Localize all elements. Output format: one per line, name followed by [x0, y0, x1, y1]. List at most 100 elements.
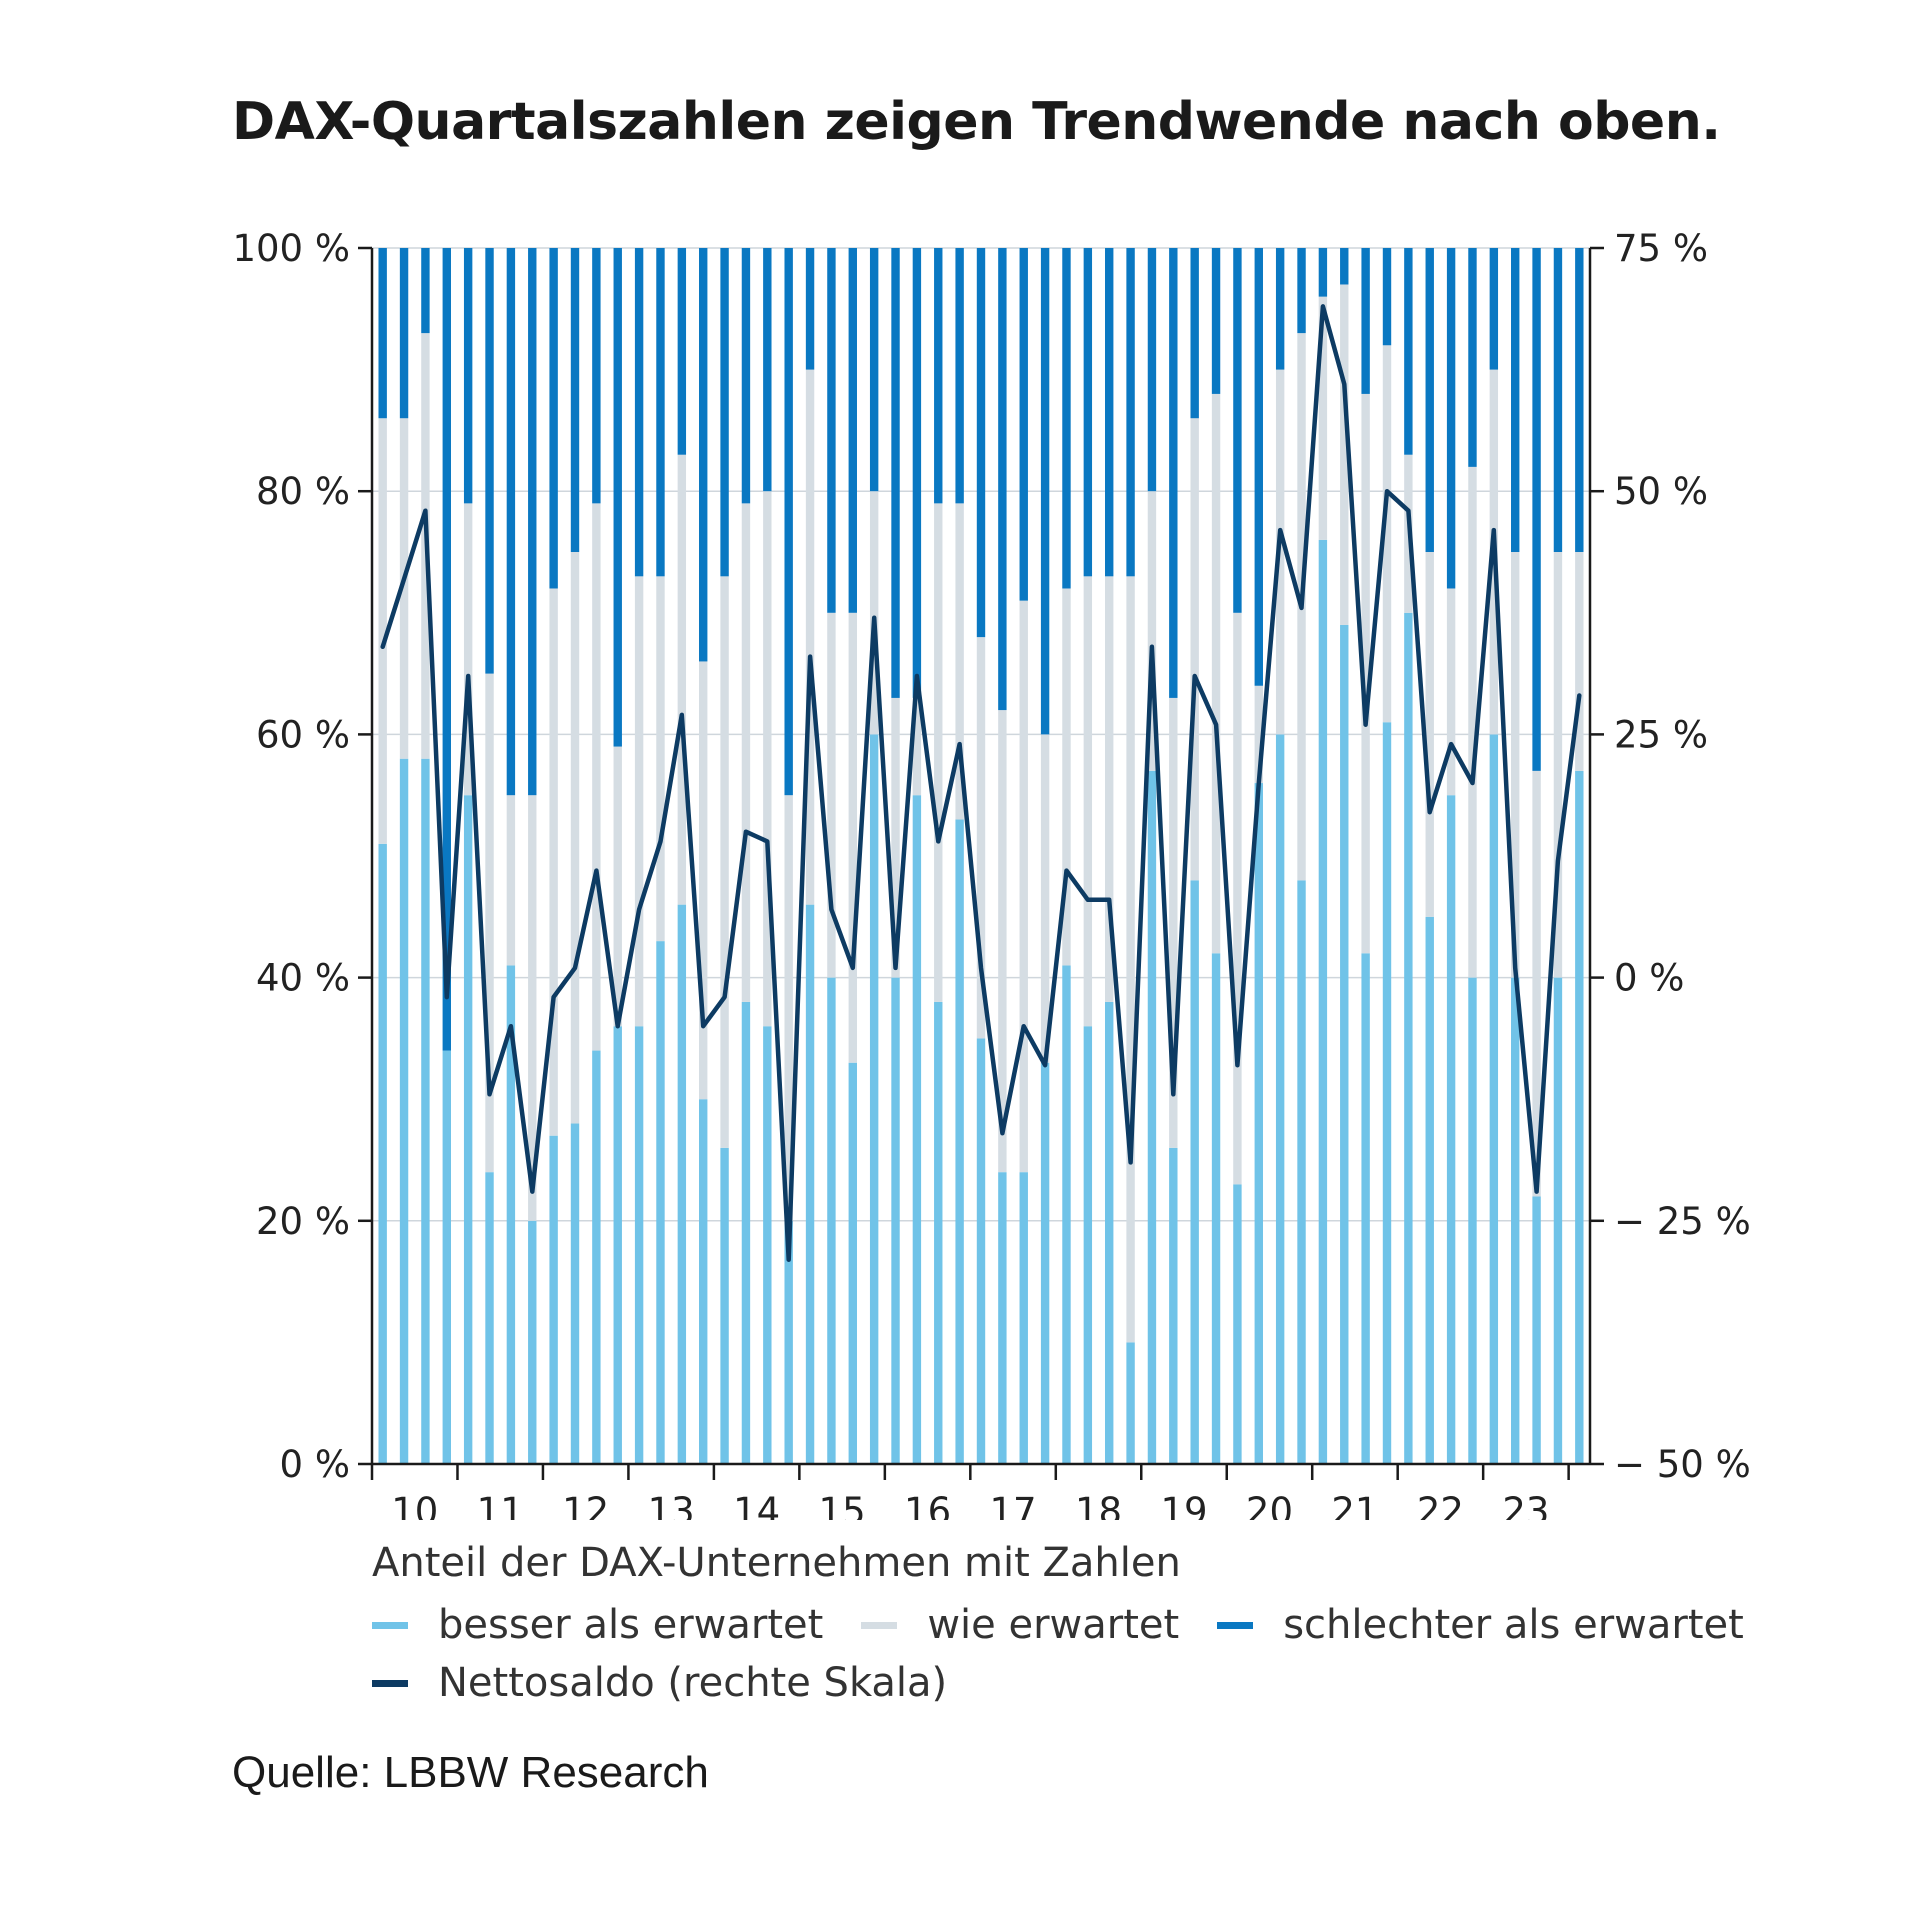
bar-schlechter — [1297, 248, 1306, 334]
legend-item-wie: wie erwartet — [861, 1602, 1179, 1648]
bar-schlechter — [1446, 248, 1456, 589]
bar-besser — [1468, 977, 1477, 1464]
bar-wie — [1105, 576, 1114, 1002]
bar-wie — [1575, 552, 1584, 771]
source-note: Quelle: LBBW Research — [232, 1748, 709, 1797]
bar-besser — [1062, 965, 1071, 1464]
bar-wie — [805, 369, 815, 905]
bar-besser — [1233, 1184, 1242, 1464]
bar-schlechter — [1062, 248, 1071, 589]
bar-schlechter — [1532, 248, 1541, 771]
bar-wie — [784, 795, 793, 1221]
x-axis-tick-label: 15 — [819, 1490, 866, 1520]
x-axis-tick-label: 16 — [904, 1490, 951, 1520]
bar-schlechter — [485, 248, 494, 674]
bar-schlechter — [442, 248, 451, 1051]
bar-besser — [399, 758, 409, 1464]
bar-schlechter — [634, 248, 644, 577]
bar-schlechter — [528, 248, 537, 796]
bar-besser — [955, 819, 964, 1464]
bar-schlechter — [1318, 248, 1328, 297]
bar-besser — [720, 1147, 729, 1464]
legend-label-schlechter: schlechter als erwartet — [1283, 1602, 1744, 1648]
legend-item-schlechter: schlechter als erwartet — [1217, 1602, 1744, 1648]
bar-schlechter — [506, 248, 516, 796]
bar-wie — [998, 710, 1007, 1173]
bar-besser — [1446, 795, 1456, 1464]
chart-title: DAX-Quartalszahlen zeigen Trendwende nac… — [232, 92, 1721, 152]
bar-wie — [1083, 576, 1093, 1027]
bar-schlechter — [891, 248, 900, 698]
bar-wie — [955, 503, 964, 820]
bar-wie — [720, 576, 729, 1148]
bar-schlechter — [1169, 248, 1178, 698]
bar-besser — [1147, 770, 1157, 1464]
right-axis-tick-label: 75 % — [1614, 227, 1708, 270]
left-axis-tick-label: 20 % — [256, 1200, 350, 1243]
bar-schlechter — [1254, 248, 1263, 686]
bar-schlechter — [1190, 248, 1199, 419]
bar-besser — [1040, 1062, 1050, 1464]
bar-besser — [634, 1026, 644, 1464]
stacked-bar-chart: 0 % − 50 % 20 % − 25 % 40 % 0 % 60 % 25 % 80 % 50… — [232, 227, 1750, 1520]
bar-besser — [805, 904, 815, 1464]
bar-schlechter — [1105, 248, 1114, 577]
bar-besser — [1275, 734, 1285, 1464]
bar-schlechter — [570, 248, 580, 552]
bar-schlechter — [912, 248, 922, 698]
x-axis-tick-label: 20 — [1246, 1490, 1293, 1520]
bar-schlechter — [463, 248, 473, 504]
bar-schlechter — [1382, 248, 1392, 346]
bar-besser — [1083, 1026, 1093, 1464]
legend-row-1: besser als erwartet wie erwartet schlech… — [372, 1596, 1782, 1654]
bar-wie — [1233, 612, 1242, 1185]
legend-swatch-wie — [861, 1621, 898, 1629]
x-axis-tick-label: 13 — [648, 1490, 695, 1520]
bar-schlechter — [399, 248, 409, 419]
bar-besser — [506, 965, 516, 1464]
bar-besser — [1340, 624, 1349, 1464]
bar-schlechter — [1553, 248, 1563, 552]
bar-wie — [1468, 466, 1477, 978]
legend-swatch-schlechter — [1217, 1621, 1254, 1629]
bar-wie — [1169, 697, 1178, 1148]
bar-schlechter — [656, 248, 665, 577]
bar-schlechter — [1361, 248, 1370, 394]
bar-wie — [1062, 588, 1071, 966]
bar-schlechter — [1340, 248, 1349, 285]
bar-wie — [506, 795, 516, 966]
bar-besser — [463, 795, 473, 1464]
bar-schlechter — [421, 248, 430, 334]
bar-wie — [485, 673, 494, 1173]
left-axis-tick-label: 80 % — [256, 470, 350, 513]
bar-besser — [784, 1220, 793, 1464]
bar-wie — [976, 637, 986, 1039]
legend-row-2: Nettosaldo (rechte Skala) — [372, 1654, 1782, 1712]
bar-schlechter — [1211, 248, 1221, 394]
bar-besser — [763, 1026, 772, 1464]
bar-wie — [741, 503, 751, 1002]
net-balance-line-layer — [380, 304, 1582, 1262]
legend-swatch-besser — [372, 1621, 408, 1629]
bar-besser — [1211, 953, 1221, 1464]
bar-wie — [912, 697, 922, 796]
bar-schlechter — [784, 248, 793, 796]
bar-besser — [1532, 1196, 1541, 1464]
x-axis-tick-label: 21 — [1331, 1490, 1378, 1520]
legend-item-besser: besser als erwartet — [372, 1602, 823, 1648]
bar-wie — [763, 491, 772, 1027]
left-axis-tick-label: 0 % — [280, 1443, 350, 1486]
bar-wie — [1019, 600, 1028, 1173]
axis-tick-labels: 0 % − 50 % 20 % − 25 % 40 % 0 % 60 % 25 % 80 % 50… — [232, 227, 1750, 1520]
x-axis-tick-label: 22 — [1417, 1490, 1464, 1520]
bar-wie — [378, 418, 387, 844]
bar-wie — [934, 503, 943, 1002]
bar-wie — [1318, 296, 1328, 540]
right-axis-tick-label: 0 % — [1614, 957, 1684, 1000]
bar-schlechter — [1083, 248, 1093, 577]
bar-besser — [1489, 734, 1499, 1464]
bar-wie — [891, 697, 900, 978]
bar-besser — [1404, 612, 1413, 1464]
bar-besser — [613, 1026, 622, 1464]
bar-schlechter — [1019, 248, 1028, 601]
